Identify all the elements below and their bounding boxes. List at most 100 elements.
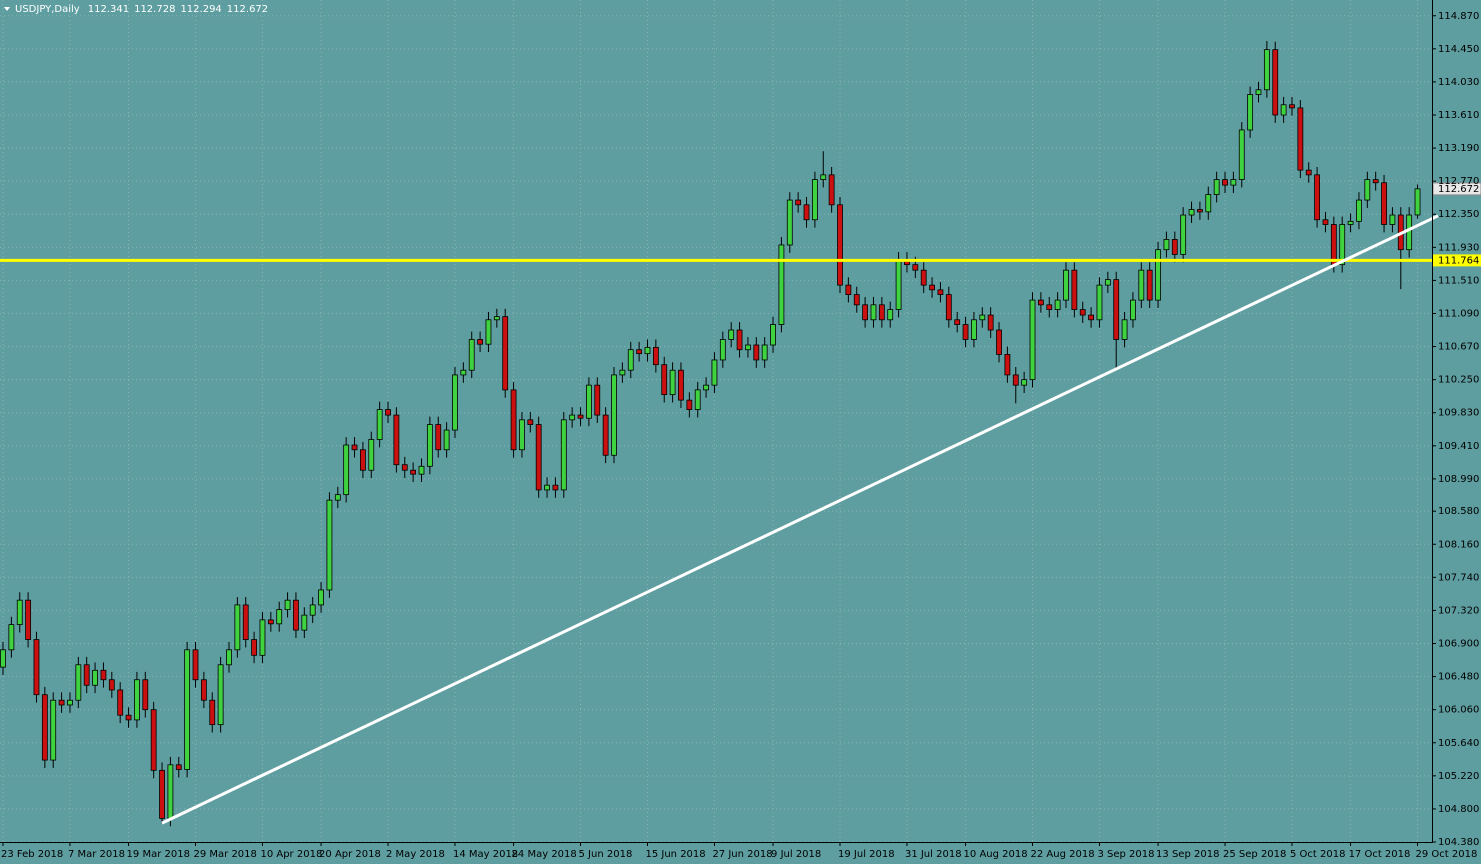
candle-body (527, 419, 534, 425)
candle-body (1305, 169, 1312, 176)
candle-body (175, 764, 182, 770)
candle-body (577, 414, 584, 419)
candle-body (895, 259, 902, 310)
candle-body (50, 699, 57, 761)
candle-body (142, 679, 149, 711)
candle-body (460, 369, 467, 376)
candle-body (468, 339, 475, 371)
candle-body (493, 316, 500, 321)
candle-body (728, 329, 735, 340)
candle-body (1121, 319, 1128, 340)
candle-body (200, 679, 207, 701)
candle-body (410, 469, 417, 475)
candle-body (251, 639, 258, 656)
candle-body (1322, 219, 1329, 225)
candle-body (878, 304, 885, 321)
candle-body (502, 316, 509, 391)
candle-body (1063, 269, 1069, 301)
candle-body (954, 319, 961, 325)
candle-body (552, 484, 559, 491)
candle-body (1238, 129, 1245, 180)
candle-body (1381, 182, 1387, 225)
candle-body (1222, 179, 1228, 186)
candle-body (811, 179, 818, 221)
candle-body (820, 174, 827, 180)
candle-body (602, 414, 609, 456)
x-tick-label: 31 Jul 2018 (905, 849, 962, 860)
candle-body (1146, 269, 1153, 301)
candle-body (276, 609, 283, 625)
y-tick-label: 110.250 (1438, 375, 1479, 386)
candle-body (1364, 179, 1371, 201)
candle-body (1406, 214, 1413, 251)
x-tick-label: 27 Jun 2018 (712, 849, 772, 860)
y-tick-label: 112.350 (1438, 209, 1479, 220)
candle-body (41, 694, 48, 761)
candle-body (83, 664, 90, 686)
candle-body (134, 679, 140, 721)
candle-body (100, 669, 107, 681)
candle-body (477, 339, 483, 345)
candle-body (1314, 174, 1320, 221)
y-tick-label: 114.030 (1438, 77, 1479, 88)
candle-body (786, 199, 793, 246)
candle-body (569, 414, 576, 421)
candle-body (837, 204, 843, 286)
header-ohlc-value: 112.728 (134, 4, 175, 15)
candle-body (1188, 209, 1195, 216)
candle-body (92, 669, 98, 686)
candle-body (242, 604, 249, 640)
candle-body (334, 494, 341, 501)
candle-body (452, 374, 458, 431)
candle-body (401, 464, 408, 471)
x-tick-label: 9 Jul 2018 (771, 849, 821, 860)
candle-body (686, 399, 693, 410)
candle-body (1339, 224, 1346, 266)
y-tick-label: 108.580 (1438, 506, 1479, 517)
y-tick-label: 108.160 (1438, 539, 1479, 550)
candle-body (937, 289, 944, 295)
candle-body (159, 769, 165, 819)
candle-body (1372, 179, 1379, 184)
candle-body (1046, 304, 1053, 310)
candle-body (678, 369, 684, 401)
y-tick-label: 105.640 (1438, 738, 1479, 749)
candle-body (33, 639, 40, 696)
candle-body (267, 619, 274, 625)
y-tick-label: 111.510 (1438, 275, 1479, 286)
candle-body (293, 599, 299, 631)
candle-body (167, 764, 174, 819)
candle-body (711, 359, 718, 386)
candle-body (1263, 49, 1270, 91)
candle-body (594, 384, 601, 416)
x-tick-label: 10 Apr 2018 (260, 849, 322, 860)
candle-body (887, 309, 894, 321)
y-tick-label: 106.060 (1438, 705, 1479, 716)
y-tick-label: 104.380 (1438, 837, 1479, 848)
candle-body (1021, 379, 1028, 386)
candle-body (376, 409, 383, 440)
candle-body (108, 679, 115, 691)
candle-body (393, 414, 400, 466)
candle-body (962, 324, 969, 340)
x-tick-label: 10 Aug 2018 (964, 849, 1028, 860)
candle-body (1071, 269, 1078, 310)
candle-body (510, 389, 517, 451)
x-tick-label: 15 Jun 2018 (645, 849, 705, 860)
candle-body (778, 244, 785, 325)
trend-line (161, 214, 1439, 825)
candle-body (8, 624, 15, 651)
candle-body (1088, 314, 1094, 321)
candle-body (753, 344, 760, 361)
candle-body (426, 424, 433, 467)
candle-body (326, 499, 333, 591)
candle-body (234, 604, 241, 651)
candle-body (1180, 214, 1187, 255)
candle-body (544, 484, 550, 491)
candle-body (736, 329, 743, 351)
candle-body (368, 439, 375, 471)
x-tick-label: 7 Mar 2018 (68, 849, 125, 860)
candle-body (284, 599, 291, 611)
header: USDJPY,Daily 112.341 112.728 112.294 112.672 (15, 4, 268, 15)
